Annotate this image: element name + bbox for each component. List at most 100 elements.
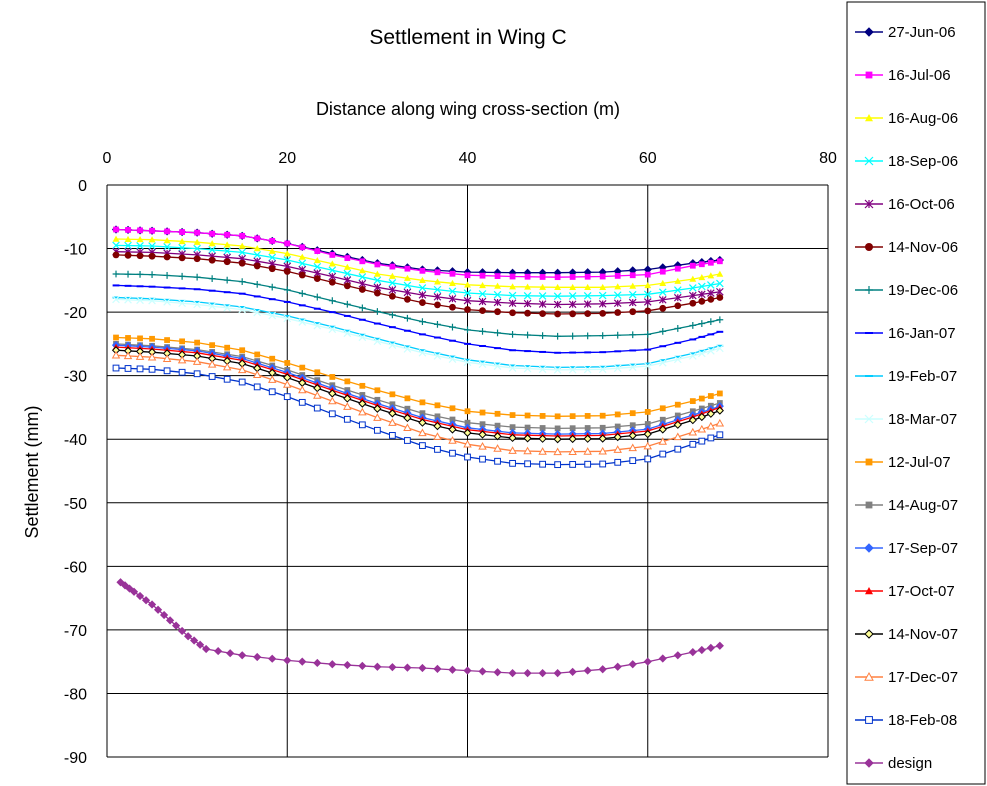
data-point: [449, 303, 456, 311]
data-point: [689, 398, 696, 404]
data-point: [373, 413, 382, 421]
data-point: [644, 455, 652, 463]
data-point: [193, 273, 201, 281]
data-point: [124, 295, 132, 304]
data-point: [433, 352, 442, 360]
data-point: [538, 365, 547, 374]
data-point: [644, 330, 652, 338]
data-point: [643, 430, 652, 439]
data-point: [298, 290, 306, 297]
legend-entry: 27-Jun-06: [855, 24, 956, 41]
data-point: [523, 446, 532, 455]
data-point: [553, 447, 562, 456]
data-point: [509, 412, 516, 418]
data-point: [688, 648, 697, 657]
legend-entry: 16-Oct-06: [855, 196, 955, 213]
data-point: [283, 393, 291, 401]
data-point: [298, 271, 306, 279]
data-point: [298, 385, 307, 394]
data-point: [568, 292, 577, 300]
data-point: [629, 308, 637, 316]
data-point: [253, 308, 262, 317]
data-point: [267, 375, 277, 383]
data-point: [553, 668, 562, 678]
data-point: [252, 370, 262, 379]
data-point: [313, 404, 321, 412]
data-point: [388, 272, 396, 279]
data-point: [448, 436, 457, 444]
data-point: [388, 418, 397, 426]
data-point: [343, 300, 351, 308]
data-point: [178, 299, 186, 308]
data-point: [568, 667, 577, 676]
series-18-Feb-08: [112, 364, 724, 469]
data-point: [179, 338, 185, 345]
data-point: [268, 253, 277, 262]
legend: 27-Jun-06 16-Jul-06 16-Aug-06 18-Sep-06 16-O…: [846, 1, 986, 785]
data-point: [644, 271, 651, 278]
data-point: [479, 307, 486, 315]
legend-box: [846, 1, 986, 785]
data-point: [196, 640, 205, 649]
data-point: [864, 629, 874, 639]
data-point: [208, 373, 216, 380]
data-point: [508, 446, 517, 454]
data-point: [674, 401, 681, 408]
data-point: [464, 272, 471, 279]
data-point: [328, 297, 336, 305]
data-point: [569, 413, 576, 420]
data-point: [135, 352, 145, 360]
data-point: [388, 409, 397, 418]
data-point: [193, 244, 201, 253]
data-point: [449, 323, 456, 331]
data-point: [584, 273, 591, 280]
data-point: [148, 271, 156, 279]
data-point: [478, 360, 487, 369]
data-point: [463, 296, 472, 305]
legend-entry: 16-Jan-07: [855, 325, 956, 342]
data-point: [163, 298, 171, 306]
data-point: [163, 367, 171, 375]
data-point: [434, 301, 441, 309]
data-point: [112, 241, 120, 250]
data-point: [644, 421, 651, 427]
legend-entry: 17-Sep-07: [855, 540, 958, 557]
data-point: [599, 332, 607, 340]
data-point: [136, 236, 144, 243]
data-point: [716, 258, 723, 265]
data-point: [553, 300, 562, 309]
data-point: [193, 238, 201, 245]
data-point: [523, 434, 532, 443]
data-point: [493, 432, 502, 441]
series-16-Jul-06: [113, 226, 723, 281]
data-point: [478, 290, 487, 298]
data-point: [149, 335, 155, 342]
data-point: [253, 652, 262, 662]
data-point: [299, 364, 306, 371]
data-point: [373, 283, 382, 292]
data-point: [463, 428, 472, 437]
legend-label: 12-Jul-07: [888, 454, 951, 471]
data-point: [553, 435, 562, 444]
y-tick-label: -90: [64, 750, 87, 767]
data-point: [613, 445, 622, 453]
data-point: [373, 404, 382, 413]
plot-area: [111, 225, 725, 678]
data-point: [112, 235, 120, 242]
data-point: [329, 374, 336, 380]
data-point: [478, 441, 487, 450]
data-point: [163, 272, 171, 279]
data-point: [112, 364, 120, 372]
data-point: [163, 253, 171, 261]
data-point: [283, 380, 292, 388]
data-point: [613, 291, 622, 299]
data-point: [418, 663, 427, 673]
data-point: [865, 286, 873, 294]
series-line: [115, 296, 721, 369]
data-point: [135, 591, 145, 601]
data-point: [523, 364, 532, 373]
data-point: [125, 335, 131, 341]
data-point: [539, 310, 547, 317]
data-point: [508, 291, 517, 300]
data-point: [658, 425, 667, 434]
